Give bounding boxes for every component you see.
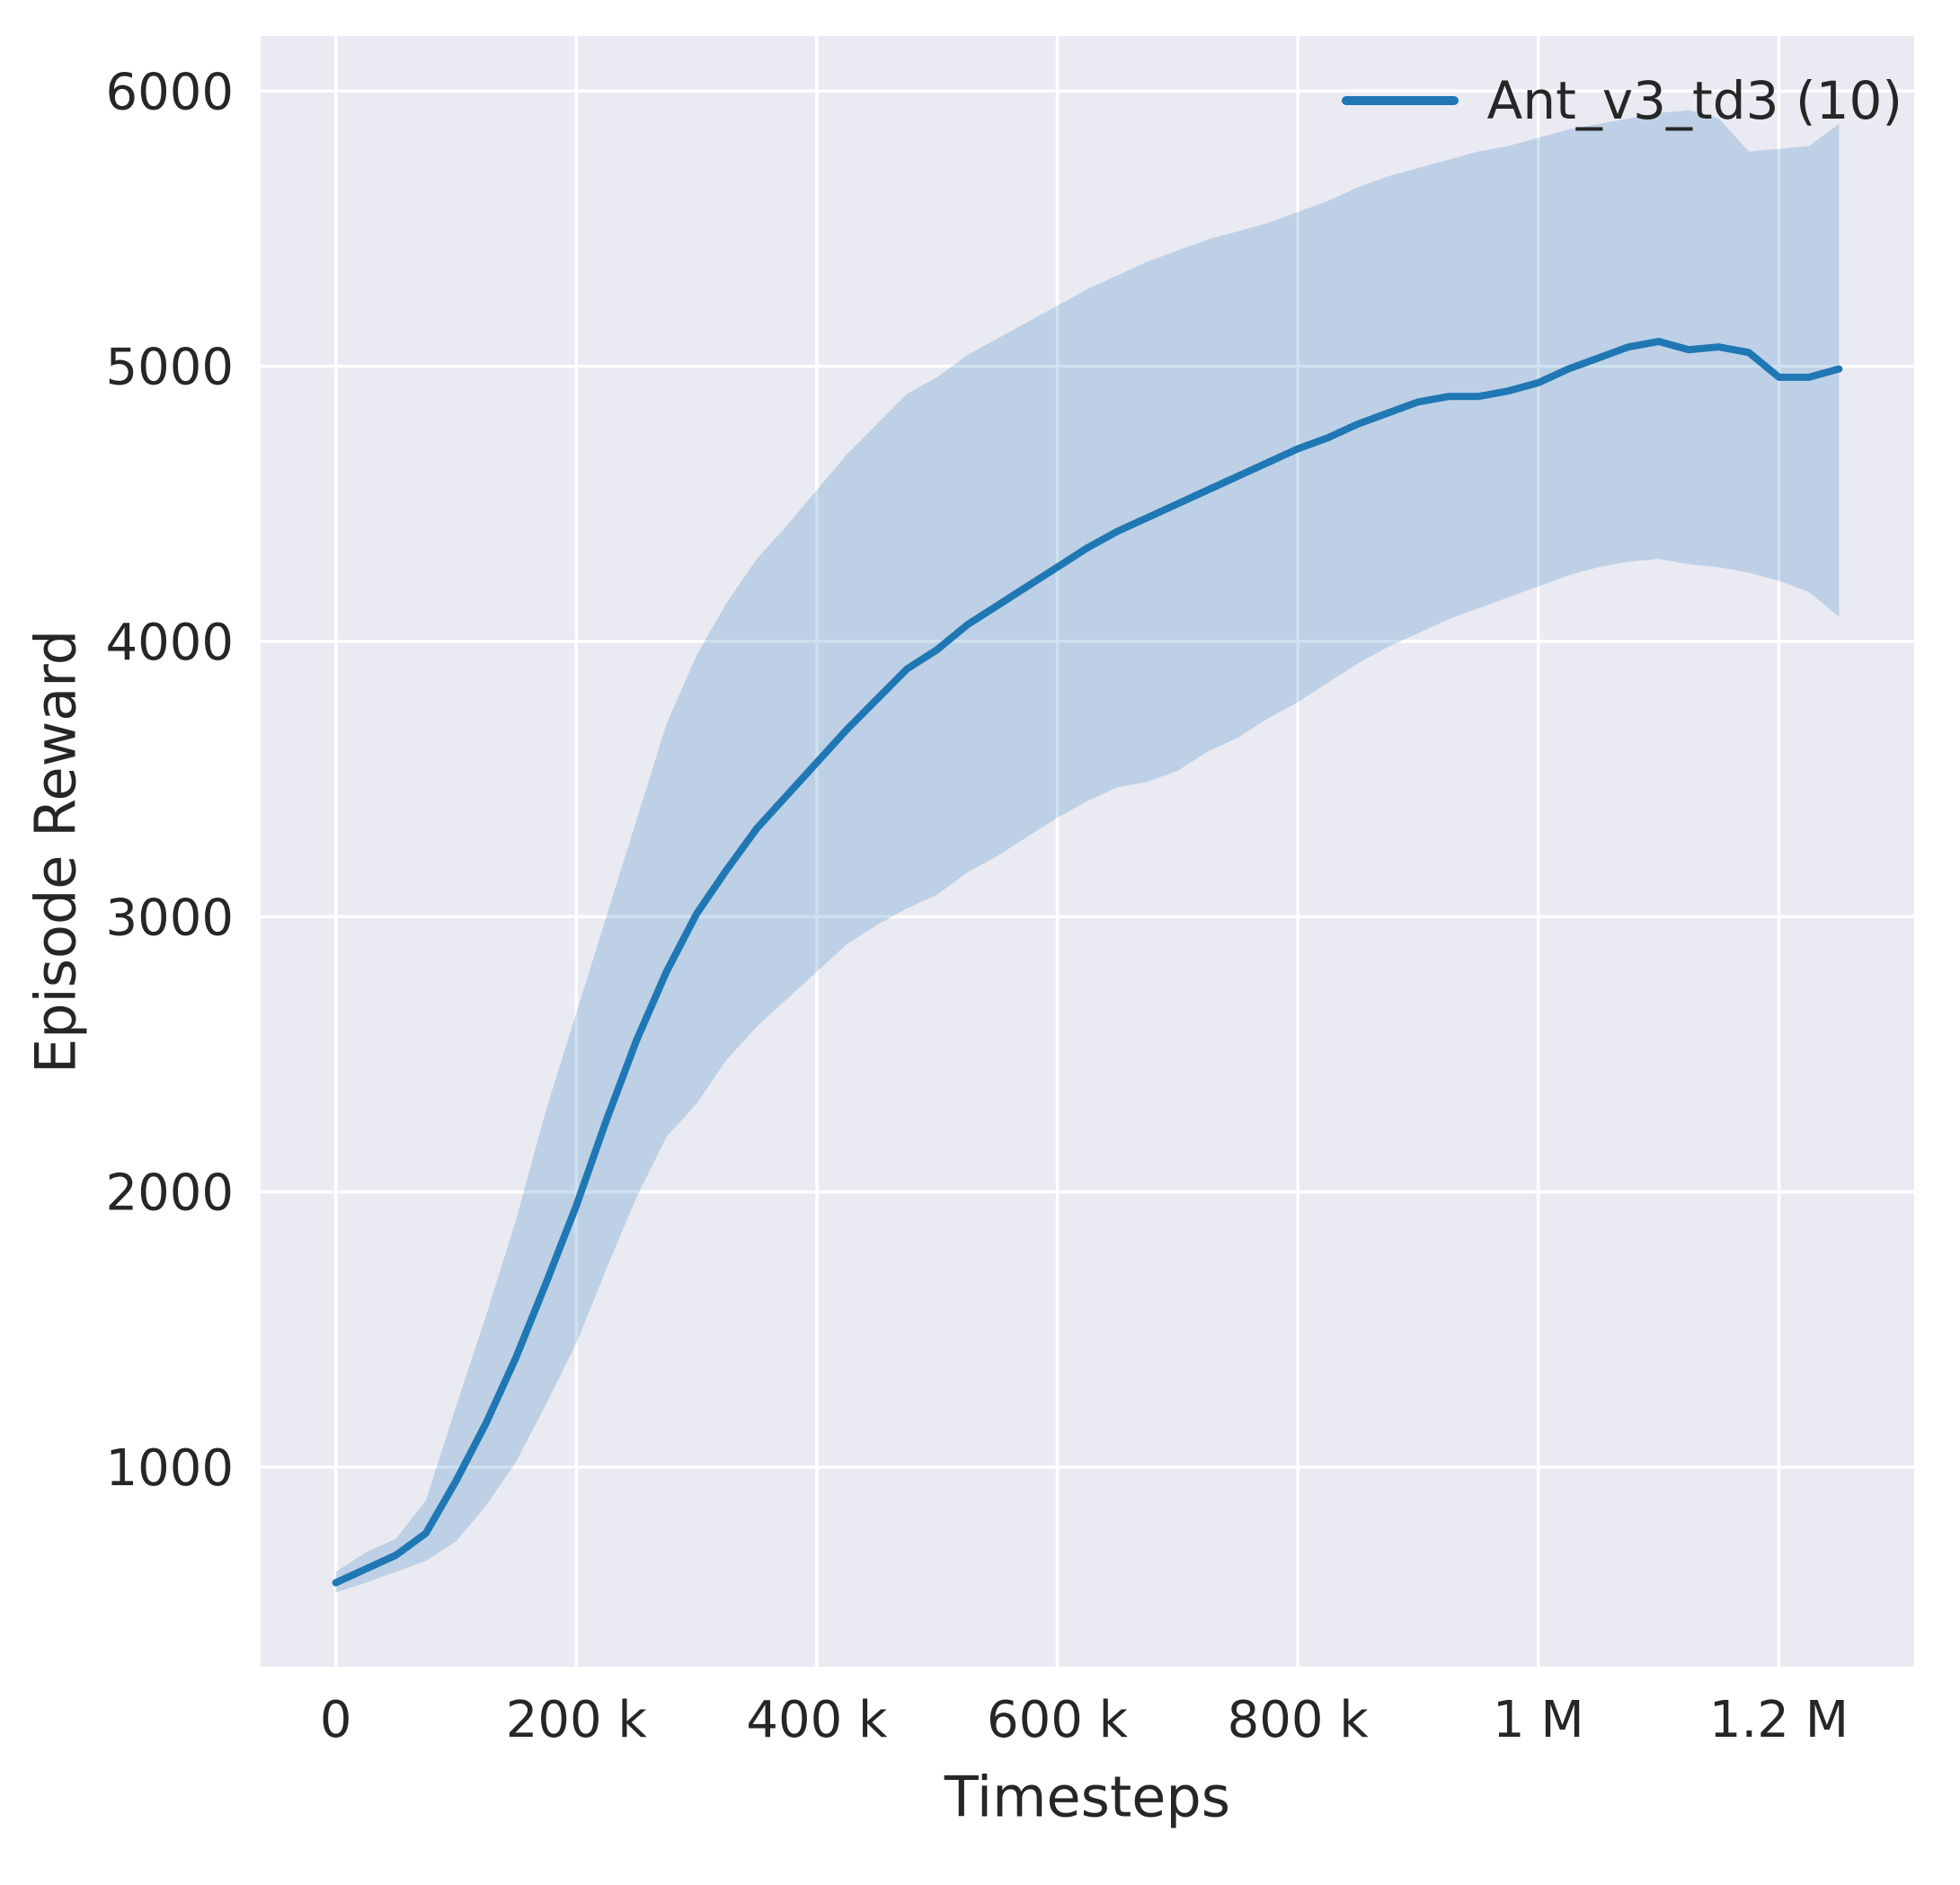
x-axis-label: Timesteps: [944, 1764, 1231, 1830]
confidence-band: [335, 110, 1840, 1593]
x-tick-label: 600 k: [987, 1691, 1129, 1749]
legend-line-swatch: [1341, 96, 1459, 105]
y-tick-label: 1000: [105, 1439, 234, 1498]
y-axis-label: Episode Reward: [22, 629, 89, 1075]
y-tick-label: 6000: [105, 63, 234, 121]
legend: Ant_v3_td3 (10): [1341, 70, 1902, 131]
x-tick-label: 1 M: [1493, 1691, 1584, 1749]
x-tick-label: 800 k: [1228, 1691, 1370, 1749]
axes-background: [261, 36, 1914, 1667]
y-tick-label: 2000: [105, 1164, 234, 1223]
x-tick-label: 400 k: [746, 1691, 888, 1749]
y-tick-label: 4000: [105, 614, 234, 672]
mean-line: [332, 338, 1843, 1587]
y-tick-label: 3000: [105, 889, 234, 947]
x-tick-label: 0: [320, 1691, 352, 1749]
legend-label: Ant_v3_td3 (10): [1486, 70, 1902, 131]
x-tick-label: 1.2 M: [1709, 1691, 1849, 1749]
x-tick-label: 200 k: [506, 1691, 648, 1749]
y-tick-label: 5000: [105, 339, 234, 397]
